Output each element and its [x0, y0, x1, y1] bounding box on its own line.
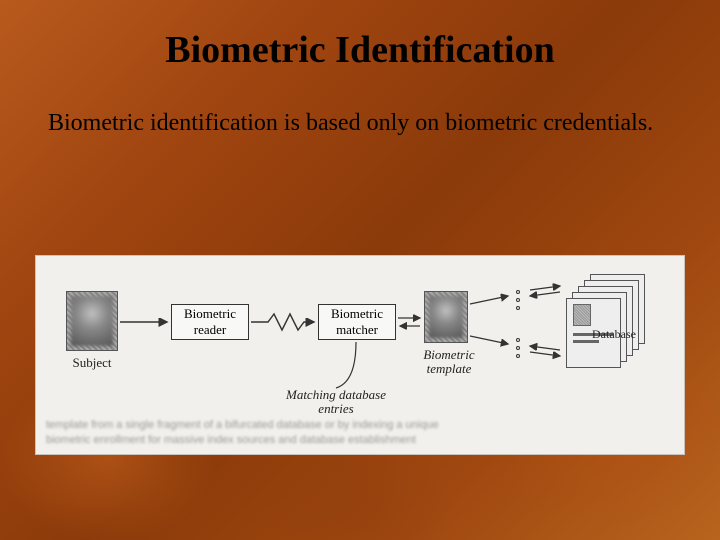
slide-body: Biometric identification is based only o… [48, 108, 672, 138]
slide: Biometric Identification Biometric ident… [0, 0, 720, 540]
diagram-container: Subject Biometricreader Biometricmatcher… [35, 255, 685, 455]
bleed-text-2: biometric enrollment for massive index s… [46, 433, 674, 447]
biometric-flow-diagram: Subject Biometricreader Biometricmatcher… [36, 256, 684, 454]
bleed-text-1: template from a single fragment of a bif… [46, 418, 674, 432]
slide-title: Biometric Identification [0, 28, 720, 72]
